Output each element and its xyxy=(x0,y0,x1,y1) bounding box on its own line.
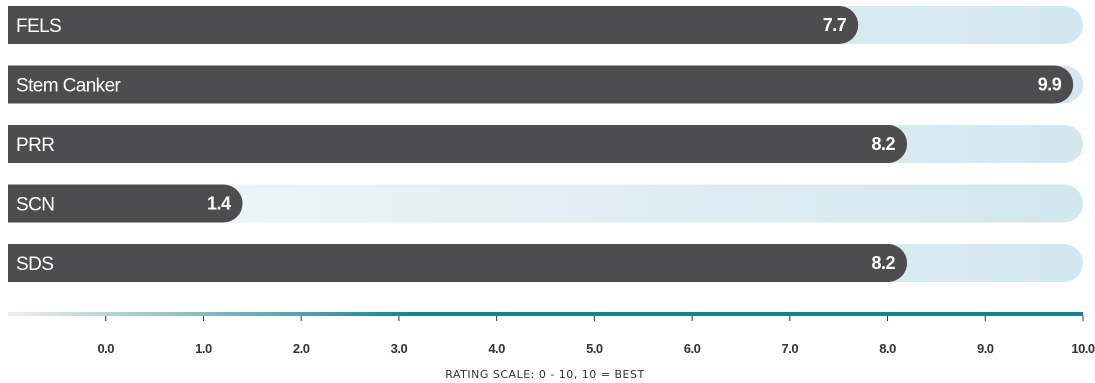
bar xyxy=(8,244,908,282)
bar-category-label: SCN xyxy=(16,195,54,216)
x-tick-label: 2.0 xyxy=(293,341,310,356)
bar-category-label: SDS xyxy=(16,254,53,275)
x-tick-label: 1.0 xyxy=(195,341,212,356)
bar-row: SCN 1.4 xyxy=(8,184,1083,223)
bar-value-label: 1.4 xyxy=(207,194,231,214)
x-tick-label: 10.0 xyxy=(1071,341,1095,356)
bar-category-label: FELS xyxy=(16,16,61,37)
bar-category-label: PRR xyxy=(16,135,54,156)
bar-row: PRR 8.2 xyxy=(8,125,1083,163)
axis-line xyxy=(8,312,1083,316)
x-tick-label: 9.0 xyxy=(977,341,994,356)
bar xyxy=(8,65,1074,104)
x-tick-label: 4.0 xyxy=(488,341,505,356)
bar-category-label: Stem Canker xyxy=(16,76,122,97)
bar-value-label: 7.7 xyxy=(823,15,847,35)
bar-track xyxy=(8,184,1083,223)
x-tick-label: 5.0 xyxy=(586,341,603,356)
bar-value-label: 9.9 xyxy=(1038,75,1062,95)
x-axis: 0.0 1.0 2.0 3.0 4.0 5.0 6.0 7.0 8.0 9.0 10.0 xyxy=(8,312,1095,356)
x-tick-label: 8.0 xyxy=(879,341,896,356)
bar-row: SDS 8.2 xyxy=(8,244,1083,282)
rating-scale-note: RATING SCALE: 0 - 10, 10 = BEST xyxy=(445,368,644,381)
bar xyxy=(8,6,859,44)
bars-layer: FELS 7.7 Stem Canker 9.9 PRR 8.2 SCN 1.4 SDS 8.2 xyxy=(8,6,1083,282)
x-tick-label: 6.0 xyxy=(684,341,701,356)
bar-value-label: 8.2 xyxy=(872,253,896,273)
bar-row: Stem Canker 9.9 xyxy=(8,65,1083,104)
bar-value-label: 8.2 xyxy=(872,134,896,154)
x-tick-label: 7.0 xyxy=(782,341,799,356)
x-tick-label: 0.0 xyxy=(97,341,114,356)
bar xyxy=(8,184,243,223)
x-tick-label: 3.0 xyxy=(391,341,408,356)
bar-row: FELS 7.7 xyxy=(8,6,1083,44)
bar xyxy=(8,125,908,163)
